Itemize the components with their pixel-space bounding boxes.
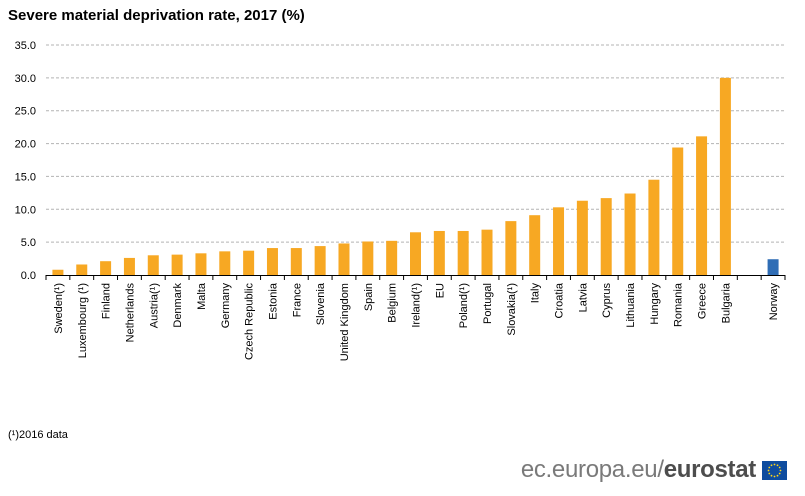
bar-chart: 0.0 5.0 10.0 15.0 20.0 25.0 30.0 35.0 Sweden(¹)…: [15, 40, 786, 361]
eu-star: [778, 466, 781, 468]
y-tick-label: 5.0: [21, 237, 36, 249]
x-tick-label: Estonia: [267, 282, 279, 320]
eu-star: [779, 469, 782, 471]
y-tick-label: 10.0: [15, 204, 36, 216]
x-tick-label: Netherlands: [124, 283, 136, 343]
eu-star: [768, 466, 771, 468]
x-tick-label: Sweden(¹): [53, 283, 65, 334]
eu-star: [768, 472, 771, 474]
bar: [529, 215, 541, 275]
x-tick-label: Finland: [101, 283, 113, 319]
x-tick-label: Greece: [697, 283, 709, 319]
x-tick-label: Lithuania: [625, 282, 637, 328]
x-tick-label: Germany: [220, 283, 232, 329]
bar: [624, 193, 636, 275]
eu-flag-icon: [762, 460, 787, 480]
x-tick-label: Poland(¹): [458, 283, 470, 328]
y-tick-label: 30.0: [15, 73, 36, 85]
x-tick-label: France: [291, 283, 303, 317]
eu-star: [778, 472, 781, 474]
bar: [243, 250, 255, 275]
bar: [219, 251, 231, 275]
x-tick-label: EU: [434, 283, 446, 298]
x-tick-label: Luxembourg (¹): [77, 283, 89, 358]
bar: [672, 147, 684, 275]
eu-star: [773, 475, 776, 477]
bars: [52, 77, 779, 275]
bar: [696, 136, 708, 275]
bar: [600, 198, 612, 275]
x-tick-label: Hungary: [649, 283, 661, 325]
y-tick-label: 0.0: [21, 270, 36, 282]
bar: [123, 257, 135, 275]
chart-title: Severe material deprivation rate, 2017 (…: [8, 7, 305, 24]
y-tick-label: 35.0: [15, 40, 36, 52]
bar: [362, 241, 374, 275]
bar: [719, 77, 731, 275]
x-tick-label: Spain: [363, 283, 375, 311]
bar: [410, 232, 421, 275]
eu-star: [767, 469, 770, 471]
bar: [648, 179, 660, 275]
x-tick-label: Ireland(¹): [411, 283, 423, 328]
x-tick-label: Czech Republic: [244, 283, 256, 361]
y-axis-ticks: 0.0 5.0 10.0 15.0 20.0 25.0 30.0 35.0: [15, 40, 36, 282]
bar: [195, 253, 207, 275]
eurostat-brand: ec.europa.eu/eurostat: [521, 456, 787, 484]
x-tick-label: Slovakia(¹): [506, 283, 518, 336]
bar: [314, 246, 326, 275]
bar: [767, 259, 779, 275]
eu-stars-icon: [767, 463, 782, 477]
eu-star: [770, 463, 773, 466]
bar: [100, 261, 112, 275]
bar: [76, 264, 88, 275]
gridlines: [46, 44, 785, 276]
y-tick-label: 25.0: [15, 106, 36, 118]
bar: [147, 255, 159, 275]
bar: [266, 248, 278, 275]
x-tick-label: Belgium: [387, 283, 399, 323]
brand-text: ec.europa.eu/eurostat: [521, 456, 756, 484]
x-tick-label: Bulgaria: [720, 282, 732, 323]
y-tick-label: 15.0: [15, 171, 36, 183]
bar: [457, 230, 469, 275]
brand-name: eurostat: [663, 456, 757, 483]
x-tick-label: Austria(¹): [148, 283, 160, 328]
x-tick-label: Latvia: [577, 282, 589, 312]
eu-star: [776, 463, 779, 466]
bar: [338, 243, 350, 275]
bar: [52, 269, 64, 275]
x-tick-label: Portugal: [482, 283, 494, 324]
x-axis-ticks: Sweden(¹) Luxembourg (¹) Finland Netherland…: [45, 275, 786, 361]
x-tick-label: Croatia: [554, 282, 566, 318]
bar: [386, 240, 398, 275]
brand-site: ec.europa.eu/: [520, 456, 664, 483]
eu-star: [776, 474, 779, 477]
x-tick-label: Romania: [673, 282, 685, 327]
bar: [505, 221, 517, 275]
x-tick-label: Slovenia: [315, 282, 327, 325]
bar: [433, 230, 445, 275]
bar: [576, 200, 588, 275]
x-tick-label: Italy: [530, 283, 542, 304]
bar: [171, 254, 183, 275]
x-tick-label: Norway: [768, 283, 780, 321]
x-tick-label: Malta: [196, 282, 208, 310]
x-tick-label: United Kingdom: [339, 283, 351, 361]
footnote: (¹)2016 data: [8, 429, 68, 441]
y-tick-label: 20.0: [15, 139, 36, 151]
bar: [481, 229, 493, 275]
x-tick-label: Denmark: [172, 283, 184, 328]
bar: [553, 207, 565, 275]
x-tick-label: Cyprus: [601, 283, 613, 318]
eu-star: [773, 463, 776, 465]
bar: [290, 248, 302, 275]
eu-star: [770, 474, 773, 477]
